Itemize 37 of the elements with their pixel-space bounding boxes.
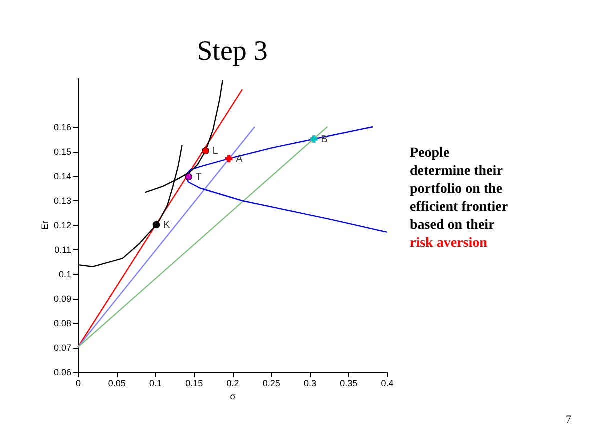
x-tick-label: 0 <box>76 378 82 388</box>
text: 7 <box>566 414 572 426</box>
point <box>310 136 318 143</box>
x-tick-label: 0.3 <box>304 378 317 388</box>
series-label: A <box>236 154 244 165</box>
y-tick-label: 0.16 <box>54 122 72 132</box>
y-tick-label: 0.15 <box>54 147 72 157</box>
point <box>152 221 160 229</box>
y-tick-label: 0.12 <box>54 220 72 230</box>
series-label: T <box>196 172 202 183</box>
y-tick-label: 0.11 <box>54 245 72 255</box>
line-series <box>185 126 388 233</box>
y-tick-label: 0.07 <box>54 343 72 353</box>
y-tick-label: 0.06 <box>54 368 72 378</box>
x-tick-label: 0.05 <box>108 378 126 388</box>
point <box>185 173 192 181</box>
x-tick-label: 0.25 <box>262 378 280 388</box>
series-label: K <box>163 220 170 231</box>
series-label: L <box>212 146 219 158</box>
x-tick-label: 0.15 <box>186 378 204 388</box>
y-tick-label: 0.08 <box>54 318 72 328</box>
y-tick-label: 0.1 <box>58 270 72 280</box>
x-tick-label: 0.1 <box>149 378 162 388</box>
point <box>202 147 210 155</box>
y-tick-label: 0.14 <box>54 172 72 182</box>
text: risk aversion <box>410 236 488 251</box>
x-tick-label: 0.2 <box>226 378 240 388</box>
x-tick-label: 0.4 <box>381 378 394 388</box>
x-tick-label: 0.35 <box>340 378 358 388</box>
point <box>225 155 233 163</box>
y-tick-label: 0.09 <box>54 294 72 304</box>
x-axis-title: σ <box>230 392 236 402</box>
y-tick-label: 0.13 <box>54 196 72 206</box>
chart-title: Step 3 <box>197 36 268 67</box>
y-axis-title: Er <box>40 220 50 230</box>
text: People determine their portfolio on the efficient frontier based on their <box>410 146 508 233</box>
series-label: B <box>321 134 328 146</box>
